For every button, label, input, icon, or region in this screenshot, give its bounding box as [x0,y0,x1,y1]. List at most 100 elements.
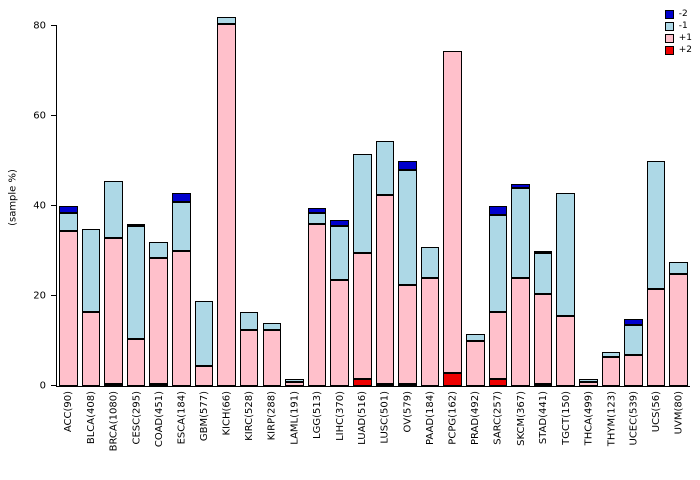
x-tick-label: UCEC(539) [628,391,640,446]
y-tick-label: 40 [33,200,46,212]
bar-segment [149,242,169,258]
bar-segment [533,383,553,386]
bar-slot [102,10,125,386]
bar-slot [283,10,306,386]
x-label-slot: PAAD(184) [419,388,442,478]
bar-kich [217,17,236,386]
bar-thym [601,352,621,386]
bar-prad [466,334,485,386]
bar-slot [306,10,329,386]
bar-segment [352,253,372,380]
x-tick-label: BRCA(1080) [108,391,120,452]
legend: -2 -1 +1 +2 [664,9,692,58]
x-label-slot: LAML(191) [283,388,306,478]
x-tick-label: ESCA(184) [176,391,188,445]
legend-label: +1 [678,33,692,43]
bar-acc [59,206,78,386]
bar-segment [81,228,101,312]
bar-paad [420,246,440,386]
x-label-slot: UVM(80) [667,388,690,478]
bar-segment [579,381,598,386]
legend-swatch [664,34,674,43]
bar-segment [533,251,553,254]
bar-luad [352,154,372,386]
x-label-slot: GBM(577) [193,388,216,478]
bar-segment [533,293,553,384]
bar-segment [149,257,169,384]
bar-segment [81,311,101,386]
x-label-slot: LIHC(370) [328,388,351,478]
bar-segment [262,329,282,386]
bar-segment [104,383,123,386]
bar-segment [533,253,553,294]
x-tick-label: PRAD(492) [470,391,482,446]
x-label-slot: SKCM(367) [509,388,532,478]
bar-slot [374,10,397,386]
x-tick-label: LAML(191) [289,391,301,445]
bar-segment [511,278,530,386]
y-tick-label: 60 [33,110,46,122]
x-label-slot: LGG(513) [306,388,329,478]
bar-blca [81,228,101,386]
bar-segment [217,17,236,24]
y-axis: 0 20 40 60 80 [0,10,57,392]
x-label-slot: KIRP(288) [260,388,283,478]
x-tick-label: UVM(80) [673,391,685,435]
bar-slot [80,10,103,386]
bar-lihc [330,219,349,386]
bar-slot [509,10,532,386]
legend-item: -1 [664,21,692,31]
bar-segment [646,289,666,386]
x-label-slot: BRCA(1080) [102,388,125,478]
legend-label: -1 [678,21,688,31]
bar-segment [466,341,485,386]
bar-kirp [262,323,282,386]
bar-segment [398,170,417,285]
bar-laml [285,379,304,386]
x-label-slot: OV(579) [396,388,419,478]
y-tick-mark [51,385,56,386]
bar-slot [532,10,555,386]
x-label-slot: KICH(66) [215,388,238,478]
bar-segment [443,50,462,373]
bar-segment [172,251,191,386]
bar-slot [351,10,374,386]
bar-segment [624,354,643,386]
bar-slot [147,10,170,386]
bar-kirc [239,311,259,386]
legend-label: -2 [678,9,688,19]
x-tick-label: KIRC(528) [244,391,256,441]
bar-segment [59,230,78,386]
bar-segment [59,206,78,213]
bar-segment [239,311,259,330]
x-label-slot: UCEC(539) [622,388,645,478]
y-tick-mark [51,115,56,116]
bar-segment [262,323,282,330]
bar-slot [464,10,487,386]
bar-segment [375,383,395,386]
legend-swatch [664,46,674,55]
bar-segment [398,383,417,386]
bar-slot [600,10,623,386]
bar-slot [125,10,148,386]
bar-skcm [511,183,530,386]
bar-segment [194,365,214,386]
bar-segment [488,215,508,312]
bar-segment [172,192,191,202]
bar-segment [398,161,417,170]
bar-segment [420,246,440,278]
x-label-slot: UCS(56) [645,388,668,478]
x-tick-label: PAAD(184) [425,391,437,445]
x-label-slot: SARC(257) [487,388,510,478]
x-axis-labels: ACC(90) BLCA(408) BRCA(1080) CESC(295) COAD(… [57,388,690,478]
x-tick-label: ACC(90) [63,391,75,433]
bar-segment [420,278,440,386]
bar-segment [511,183,530,188]
x-label-slot: LUSC(501) [374,388,397,478]
plot-area [57,10,690,387]
y-tick-mark [51,25,56,26]
x-tick-label: LUAD(516) [357,391,369,445]
bar-segment [285,379,304,382]
bar-slot [419,10,442,386]
bar-segment [443,372,462,386]
